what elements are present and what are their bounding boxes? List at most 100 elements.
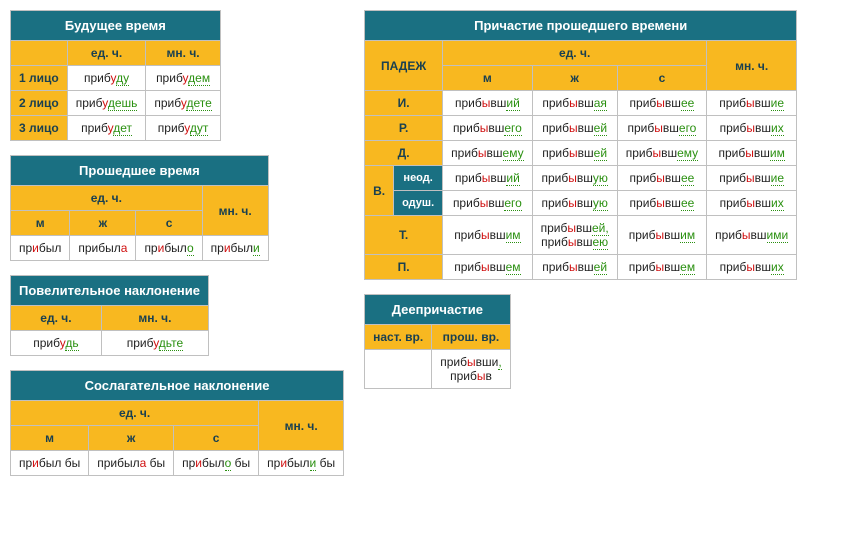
cell: прибывшего	[618, 116, 706, 140]
v-inanim: неод.	[394, 166, 442, 190]
cell: прибывшему	[443, 141, 531, 165]
cell: прибывшей	[533, 255, 617, 279]
pl-header: мн. ч.	[259, 401, 343, 450]
cell: прибудут	[146, 116, 219, 140]
g-m: м	[11, 426, 88, 450]
cell: прибывший	[443, 166, 531, 190]
cell: прибыло	[136, 236, 201, 260]
table-row: прибудь прибудьте	[11, 331, 208, 355]
table-row: 2 лицо прибудешь прибудете	[11, 91, 220, 115]
case: Р.	[365, 116, 442, 140]
cell: прибывшую	[533, 191, 617, 215]
cell: прибыл	[11, 236, 69, 260]
cell: прибывшую	[533, 166, 617, 190]
cell: прибыли	[203, 236, 268, 260]
table-title: Деепричастие	[365, 295, 510, 324]
case: Д.	[365, 141, 442, 165]
pl-header: мн. ч.	[707, 41, 796, 90]
cell: прибудете	[146, 91, 219, 115]
table-row: 1 лицо прибуду прибудем	[11, 66, 220, 90]
g-n: с	[136, 211, 201, 235]
cell: прибыла	[70, 236, 135, 260]
cell: прибудешь	[68, 91, 146, 115]
table-row: Т. прибывшим прибывшей,прибывшею прибывш…	[365, 216, 796, 254]
cell: прибывшее	[618, 166, 706, 190]
table-title: Будущее время	[11, 11, 220, 40]
case: П.	[365, 255, 442, 279]
table-row: прибывши,прибыв	[365, 350, 510, 388]
cell: прибыл бы	[11, 451, 88, 475]
table-row: Д. прибывшему прибывшей прибывшему прибы…	[365, 141, 796, 165]
cell: прибывшем	[443, 255, 531, 279]
cell: прибыло бы	[174, 451, 258, 475]
cell: прибывших	[707, 255, 796, 279]
table-title: Повелительное наклонение	[11, 276, 208, 305]
table-row: Р. прибывшего прибывшей прибывшего прибы…	[365, 116, 796, 140]
gerund-table: Деепричастие наст. вр. прош. вр. прибывш…	[364, 294, 511, 389]
cell: прибывших	[707, 116, 796, 140]
cell: прибыли бы	[259, 451, 343, 475]
cell: прибывшая	[533, 91, 617, 115]
g-n: с	[174, 426, 258, 450]
row-label: 1 лицо	[11, 66, 67, 90]
table-row: 3 лицо прибудет прибудут	[11, 116, 220, 140]
cell: прибывшей	[533, 116, 617, 140]
table-row: прибыл бы прибыла бы прибыло бы прибыли …	[11, 451, 343, 475]
col-blank	[11, 41, 67, 65]
case: Т.	[365, 216, 442, 254]
cell: прибывшее	[618, 191, 706, 215]
cell: прибывшей	[533, 141, 617, 165]
v-anim: одуш.	[394, 191, 442, 215]
table-row: одуш. прибывшего прибывшую прибывшее при…	[365, 191, 796, 215]
cell: прибывшей,прибывшею	[533, 216, 617, 254]
subjunctive-table: Сослагательное наклонение ед. ч. мн. ч. …	[10, 370, 344, 476]
cell: прибывшие	[707, 166, 796, 190]
participle-table: Причастие прошедшего времени ПАДЕЖ ед. ч…	[364, 10, 797, 280]
cell: прибывшим	[618, 216, 706, 254]
cell: прибывшему	[618, 141, 706, 165]
g-f: ж	[70, 211, 135, 235]
past-tense-table: Прошедшее время ед. ч. мн. ч. м ж с приб…	[10, 155, 269, 261]
cell: прибывшим	[443, 216, 531, 254]
table-title: Сослагательное наклонение	[11, 371, 343, 400]
cell: прибывшего	[443, 116, 531, 140]
row-label: 3 лицо	[11, 116, 67, 140]
g-f: ж	[533, 66, 617, 90]
table-row: прибыл прибыла прибыло прибыли	[11, 236, 268, 260]
g-f: ж	[89, 426, 173, 450]
col-pres: наст. вр.	[365, 325, 431, 349]
col-sg: ед. ч.	[68, 41, 146, 65]
g-m: м	[11, 211, 69, 235]
col-pl: мн. ч.	[146, 41, 219, 65]
g-m: м	[443, 66, 531, 90]
cell: прибуду	[68, 66, 146, 90]
cell: прибывшего	[443, 191, 531, 215]
table-row: В. неод. прибывший прибывшую прибывшее п…	[365, 166, 796, 190]
cell: прибывшим	[707, 141, 796, 165]
imperative-table: Повелительное наклонение ед. ч. мн. ч. п…	[10, 275, 209, 356]
cell: прибывшем	[618, 255, 706, 279]
table-title: Прошедшее время	[11, 156, 268, 185]
sg-header: ед. ч.	[11, 401, 258, 425]
cell: прибывши,прибыв	[432, 350, 509, 388]
cell	[365, 350, 431, 388]
cell: прибыла бы	[89, 451, 173, 475]
row-label: 2 лицо	[11, 91, 67, 115]
cell: прибывших	[707, 191, 796, 215]
cell: прибывшими	[707, 216, 796, 254]
table-row: И. прибывший прибывшая прибывшее прибывш…	[365, 91, 796, 115]
cell: прибудем	[146, 66, 219, 90]
cell: прибывшие	[707, 91, 796, 115]
col-pl: мн. ч.	[102, 306, 208, 330]
cell: прибудет	[68, 116, 146, 140]
future-tense-table: Будущее время ед. ч. мн. ч. 1 лицо прибу…	[10, 10, 221, 141]
pl-header: мн. ч.	[203, 186, 268, 235]
table-row: П. прибывшем прибывшей прибывшем прибывш…	[365, 255, 796, 279]
table-title: Причастие прошедшего времени	[365, 11, 796, 40]
case: И.	[365, 91, 442, 115]
cell: прибудь	[11, 331, 101, 355]
case: В.	[365, 166, 393, 215]
case-label: ПАДЕЖ	[365, 41, 442, 90]
col-sg: ед. ч.	[11, 306, 101, 330]
sg-header: ед. ч.	[443, 41, 706, 65]
